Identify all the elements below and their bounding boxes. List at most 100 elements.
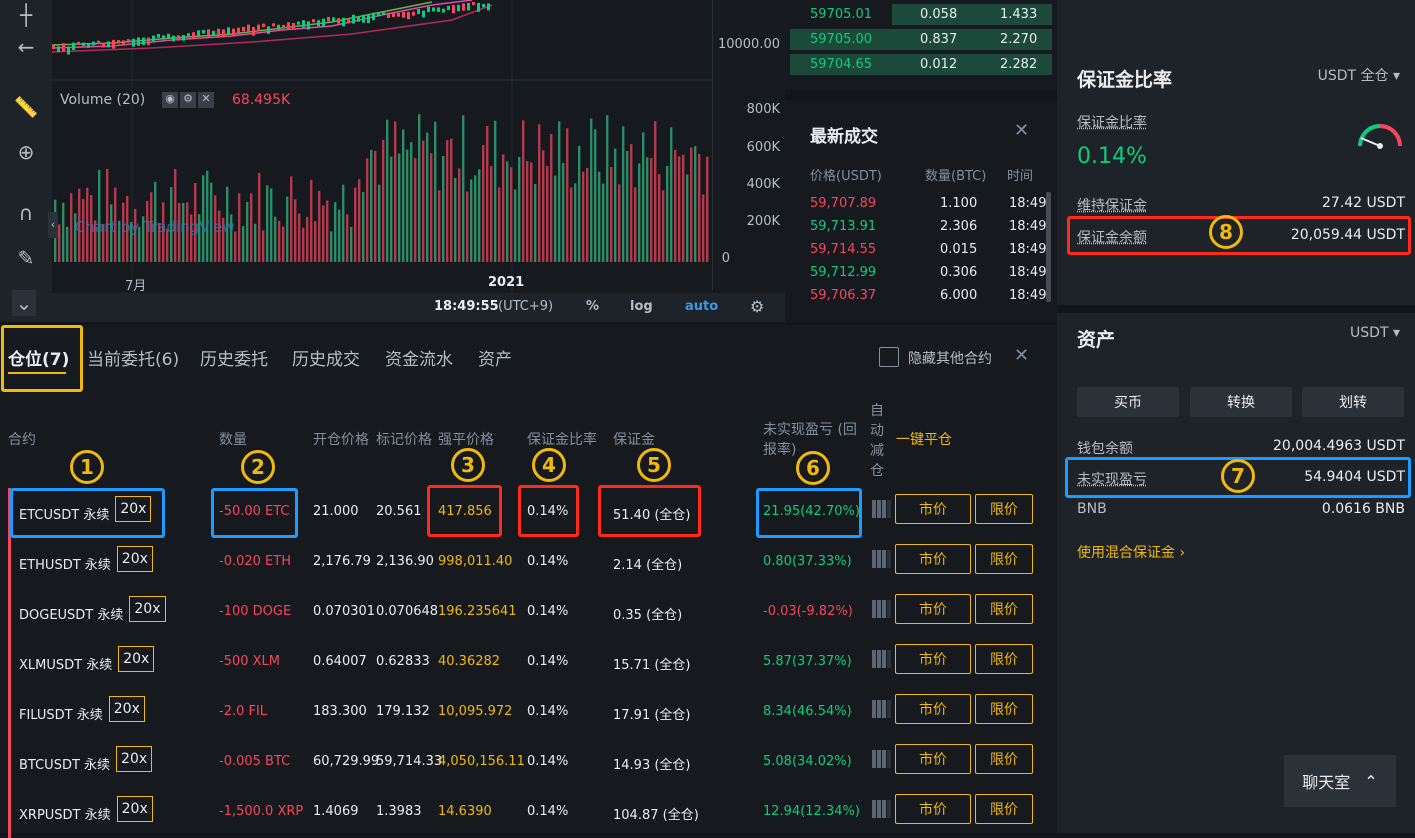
auto-toggle[interactable]: auto [685, 299, 719, 314]
contract-symbol[interactable]: XRPUSDT 永续 [19, 808, 111, 823]
orderbook-row[interactable]: 59705.01 0.058 1.433 [790, 4, 1052, 25]
contract-symbol[interactable]: ETHUSDT 永续 [19, 558, 111, 573]
price-chart[interactable]: Volume (20) ◉ ⚙ ✕ 68.495K Chart by Tradi… [0, 0, 785, 322]
tab-order-history[interactable]: 历史委托 [200, 350, 268, 370]
lock-pencil-icon[interactable]: ✎ [17, 246, 35, 270]
col-price: 价格(USDT) [810, 169, 882, 184]
ruler-icon[interactable]: 📏 [13, 95, 39, 119]
limit-close-button[interactable]: 限价 [975, 594, 1033, 624]
arrow-left-icon[interactable]: ← [17, 35, 35, 59]
limit-close-button[interactable]: 限价 [975, 744, 1033, 774]
volume-bar [198, 214, 201, 262]
volume-bar [562, 162, 565, 262]
unrealized-pnl: 8.34(46.54%) [763, 704, 852, 719]
tab-assets[interactable]: 资产 [478, 350, 512, 370]
assets-currency-select[interactable]: USDT ▾ [1350, 325, 1400, 341]
liq-price: 196.235641 [438, 604, 517, 619]
margin-mode-select[interactable]: USDT 全仓 ▾ [1317, 68, 1400, 84]
close-icon[interactable]: ✕ [1014, 120, 1030, 141]
orderbook-row[interactable]: 59705.00 0.837 2.270 [790, 29, 1052, 50]
tab-funding[interactable]: 资金流水 [385, 350, 453, 370]
active-tab-indicator [8, 372, 66, 374]
volume-bar [630, 144, 633, 262]
limit-close-button[interactable]: 限价 [975, 494, 1033, 524]
scrollbar[interactable] [1046, 192, 1051, 302]
market-close-button[interactable]: 市价 [895, 794, 971, 824]
volume-bar [438, 190, 441, 262]
market-close-button[interactable]: 市价 [895, 744, 971, 774]
settings-icon[interactable]: ⚙ [180, 92, 196, 108]
header-pnl: 未实现盈亏 (回 [763, 422, 857, 438]
volume-bar [234, 231, 237, 262]
price-axis[interactable]: 10000.00 800K 600K 400K 200K 0 [712, 0, 786, 290]
close-all-button[interactable]: 一键平仓 [896, 432, 952, 448]
contract-symbol[interactable]: FILUSDT 永续 [19, 708, 103, 723]
limit-close-button[interactable]: 限价 [975, 644, 1033, 674]
volume-value: 68.495K [232, 92, 291, 108]
volume-bar [306, 216, 309, 262]
limit-close-button[interactable]: 限价 [975, 694, 1033, 724]
close-icon[interactable]: ✕ [198, 92, 214, 108]
chevron-down-icon[interactable]: ⌄ [12, 290, 36, 316]
position-size: -50.00 ETC [219, 504, 290, 519]
leverage-button[interactable]: 20x [116, 746, 153, 772]
zoom-in-icon[interactable]: ⊕ [17, 140, 35, 164]
eye-icon[interactable]: ◉ [162, 92, 178, 108]
leverage-button[interactable]: 20x [115, 496, 152, 522]
price-candle [162, 35, 165, 40]
convert-button[interactable]: 转换 [1190, 387, 1292, 417]
chart-timezone[interactable]: (UTC+9) [498, 299, 554, 314]
market-close-button[interactable]: 市价 [895, 694, 971, 724]
volume-bar [310, 179, 313, 262]
volume-bar [150, 192, 153, 262]
log-toggle[interactable]: log [630, 299, 653, 314]
wallet-balance-value: 20,004.4963 USDT [1273, 438, 1405, 454]
price-candle [362, 14, 365, 23]
contract-symbol[interactable]: DOGEUSDT 永续 [19, 608, 124, 623]
volume-bar [694, 146, 697, 262]
leverage-button[interactable]: 20x [116, 796, 153, 822]
leverage-button[interactable]: 20x [108, 696, 145, 722]
mixed-margin-link[interactable]: 使用混合保证金 › [1077, 545, 1186, 561]
contract-symbol[interactable]: BTCUSDT 永续 [19, 758, 111, 773]
margin-ratio: 0.14% [527, 704, 569, 719]
tab-trade-history[interactable]: 历史成交 [292, 350, 360, 370]
gear-icon[interactable]: ⚙ [750, 297, 765, 316]
contract-symbol[interactable]: XLMUSDT 永续 [19, 658, 113, 673]
magnet-icon[interactable]: ∩ [18, 201, 34, 225]
chart-canvas[interactable] [52, 0, 712, 293]
col-time: 时间 [1007, 169, 1034, 184]
limit-close-button[interactable]: 限价 [975, 544, 1033, 574]
tab-open-orders[interactable]: 当前委托(6) [87, 350, 180, 370]
market-close-button[interactable]: 市价 [895, 494, 971, 524]
collapse-toolbar-icon[interactable]: ‹ [48, 212, 58, 238]
percent-toggle[interactable]: % [586, 299, 600, 314]
price-candle [322, 18, 325, 27]
price-candle [447, 5, 450, 11]
transfer-button[interactable]: 划转 [1302, 387, 1404, 417]
market-close-button[interactable]: 市价 [895, 544, 971, 574]
ob-price: 59705.00 [810, 32, 873, 47]
tab-positions[interactable]: 仓位(7) [8, 350, 70, 370]
price-candle [282, 24, 285, 29]
leverage-button[interactable]: 20x [129, 596, 166, 622]
buy-crypto-button[interactable]: 买币 [1077, 387, 1179, 417]
market-close-button[interactable]: 市价 [895, 594, 971, 624]
leverage-button[interactable]: 20x [118, 646, 155, 672]
hide-other-checkbox[interactable] [879, 347, 899, 367]
contract-symbol[interactable]: ETCUSDT 永续 [19, 508, 110, 523]
market-close-button[interactable]: 市价 [895, 644, 971, 674]
leverage-button[interactable]: 20x [116, 546, 153, 572]
limit-close-button[interactable]: 限价 [975, 794, 1033, 824]
hide-other-label: 隐藏其他合约 [908, 351, 992, 367]
highlight-pnl [756, 488, 862, 538]
header-contract: 合约 [8, 432, 36, 448]
header-adl: 自 [870, 403, 884, 419]
chat-room-button[interactable]: 聊天室 ⌃ [1284, 755, 1396, 807]
volume-bar [642, 132, 645, 262]
crosshair-icon[interactable]: ┼ [19, 3, 33, 27]
trade-row: 59,712.99 0.306 18:49 [810, 265, 1047, 280]
close-icon[interactable]: ✕ [1014, 345, 1030, 366]
orderbook-row[interactable]: 59704.65 0.012 2.282 [790, 54, 1052, 75]
volume-bar [250, 193, 253, 262]
